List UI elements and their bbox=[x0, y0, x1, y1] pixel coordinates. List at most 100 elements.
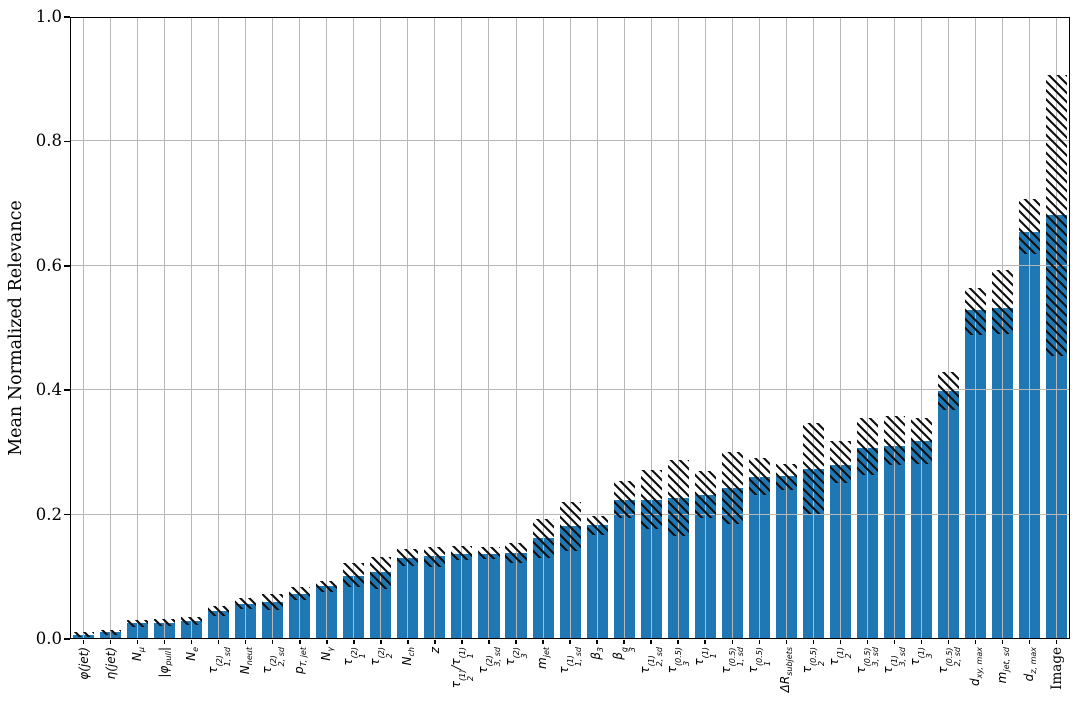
x-tick bbox=[596, 640, 598, 644]
superscript-subscript: (2) 1, sd bbox=[215, 647, 232, 666]
x-tick-cell: Nγ bbox=[313, 639, 340, 720]
x-tick-label: ΔRsubjets bbox=[778, 647, 794, 692]
bar-slot bbox=[205, 17, 232, 639]
label-text: /τ bbox=[448, 658, 463, 670]
x-tick-label: τ (2) 2, sd bbox=[260, 647, 286, 674]
x-tick bbox=[569, 640, 571, 644]
bar-slot bbox=[962, 17, 989, 639]
y-tick bbox=[64, 16, 70, 18]
x-tick-label: τ (1) 1, sd bbox=[557, 647, 583, 674]
v-gridline bbox=[812, 17, 814, 639]
v-gridline bbox=[596, 17, 598, 639]
x-tick-label: τ (1) 3, sd bbox=[881, 647, 907, 674]
x-tick-cell: Nneut bbox=[232, 639, 259, 720]
subscript: 2, sd bbox=[276, 647, 286, 667]
x-tick-label: τ (1) 1 bbox=[692, 647, 718, 666]
subscript: 2 bbox=[465, 675, 475, 681]
x-tick-label: τ (2) 1 bbox=[341, 647, 367, 666]
bar-slot bbox=[719, 17, 746, 639]
bar-slot bbox=[70, 17, 97, 639]
v-gridline bbox=[866, 17, 868, 639]
x-tick-cell: Ne bbox=[178, 639, 205, 720]
label-text: τ bbox=[475, 666, 490, 674]
label-text: | bbox=[156, 647, 171, 652]
subscript: 3 bbox=[628, 647, 638, 653]
bar-slot bbox=[584, 17, 611, 639]
uncertainty-band bbox=[640, 469, 662, 529]
label-text: τ bbox=[692, 658, 707, 666]
y-tick-label: 0.0 bbox=[35, 629, 62, 648]
bar-slot bbox=[151, 17, 178, 639]
bar-slot bbox=[232, 17, 259, 639]
label-text: τ bbox=[638, 666, 653, 674]
v-gridline bbox=[623, 17, 625, 639]
bar-slot bbox=[908, 17, 935, 639]
x-tick bbox=[839, 640, 842, 644]
x-tick-cell: τ (1) 2/τ (1) 1 bbox=[448, 639, 475, 720]
uncertainty-band bbox=[451, 546, 473, 561]
bar-slot bbox=[854, 17, 881, 639]
x-tick bbox=[731, 640, 734, 644]
x-tick-cell: τ (0.5) 3, sd bbox=[854, 639, 881, 720]
x-tick-cell: mjet bbox=[530, 639, 557, 720]
uncertainty-band bbox=[829, 441, 851, 483]
uncertainty-band bbox=[235, 597, 257, 610]
x-tick bbox=[623, 640, 625, 644]
superscript-subscript: (0.5) 3, sd bbox=[863, 647, 880, 666]
label-text: τ bbox=[665, 665, 680, 674]
superscript-subscript: (1) 1 bbox=[458, 647, 475, 658]
label-text: m bbox=[535, 657, 550, 669]
superscript-subscript: (2) 1 bbox=[350, 647, 367, 658]
v-gridline bbox=[704, 17, 706, 639]
x-tick-label: φ(jet) bbox=[77, 647, 91, 680]
subscript: 3 bbox=[520, 653, 530, 659]
v-gridline bbox=[488, 17, 490, 639]
x-tick-cell: mjet, sd bbox=[989, 639, 1016, 720]
bar-slot bbox=[97, 17, 124, 639]
subscript: 1, sd bbox=[736, 647, 746, 667]
y-tick-label: 0.8 bbox=[35, 131, 62, 151]
x-tick bbox=[785, 640, 788, 644]
superscript-subscript: (0.5) 1, sd bbox=[728, 647, 746, 667]
label-text: τ bbox=[746, 665, 761, 674]
x-tick-label: η(jet) bbox=[104, 647, 118, 679]
uncertainty-band bbox=[1019, 199, 1041, 254]
bar-slot bbox=[259, 17, 286, 639]
uncertainty-band bbox=[613, 481, 635, 518]
label-text: N bbox=[183, 651, 198, 661]
superscript-subscript: (2) 2, sd bbox=[269, 647, 286, 667]
subscript: T, jet bbox=[298, 647, 308, 667]
v-gridline bbox=[731, 17, 733, 639]
label-text: τ bbox=[719, 666, 734, 674]
x-tick-cell: τ (0.5) 2 bbox=[800, 639, 827, 720]
x-tick-label: τ (0.5) 2, sd bbox=[936, 647, 962, 674]
x-tick bbox=[434, 640, 436, 644]
x-tick-cell: τ (1) 1 bbox=[692, 639, 719, 720]
label-text: ΔR bbox=[778, 675, 793, 693]
x-tick-label: z bbox=[428, 647, 442, 653]
x-tick-cell: τ (1) 3, sd bbox=[881, 639, 908, 720]
uncertainty-band bbox=[667, 459, 689, 536]
subscript: 3 bbox=[925, 653, 935, 659]
x-tick-label: τ (2) 3 bbox=[503, 647, 529, 666]
label-text: N bbox=[318, 651, 333, 661]
x-tick-cell: Nch bbox=[394, 639, 421, 720]
x-tick bbox=[947, 640, 950, 644]
subscript: e bbox=[190, 647, 200, 652]
x-tick-cell: φ(jet) bbox=[70, 639, 97, 720]
label-text: τ bbox=[881, 666, 896, 674]
label-text: τ bbox=[367, 658, 382, 666]
bar-slot bbox=[367, 17, 394, 639]
x-tick-label: mjet, sd bbox=[995, 647, 1011, 683]
uncertainty-band bbox=[802, 423, 824, 514]
x-tick-cell: dxy, max bbox=[962, 639, 989, 720]
x-tick-cell: τ (2) 3 bbox=[503, 639, 530, 720]
x-tick-label: Image bbox=[1048, 647, 1065, 690]
bar-slot bbox=[394, 17, 421, 639]
x-tick bbox=[82, 640, 85, 644]
bar-slot bbox=[421, 17, 448, 639]
x-tick bbox=[893, 640, 896, 644]
subscript: jet, sd bbox=[1001, 647, 1011, 672]
